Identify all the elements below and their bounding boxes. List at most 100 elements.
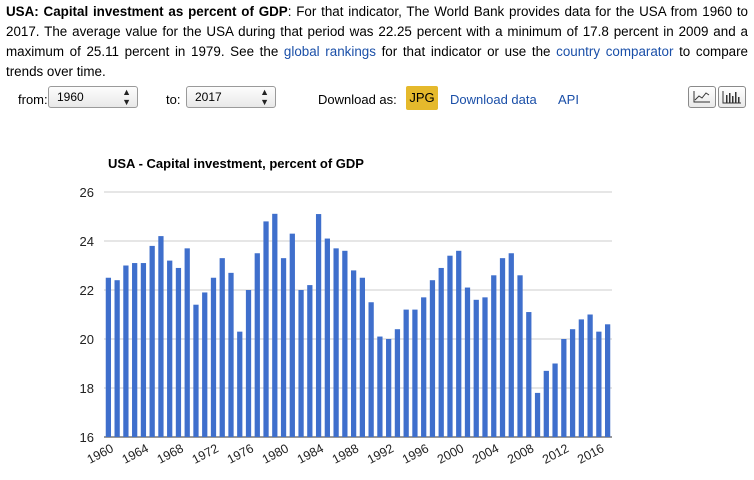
- from-select-value: 1960: [57, 90, 84, 104]
- bar-1960[interactable]: [105, 277, 112, 437]
- bar-2005[interactable]: [499, 258, 506, 437]
- bar-1995[interactable]: [412, 309, 418, 437]
- bar-1997[interactable]: [429, 280, 436, 437]
- bar-1978[interactable]: [263, 221, 269, 437]
- bar-2012[interactable]: [561, 339, 567, 437]
- bar-1992[interactable]: [386, 339, 392, 437]
- x-tick-label: 1988: [330, 441, 361, 466]
- bar-2008[interactable]: [526, 312, 532, 437]
- bar-2011[interactable]: [552, 363, 558, 438]
- bar-2014[interactable]: [578, 319, 584, 437]
- bar-chart-button[interactable]: [718, 86, 746, 108]
- bar-1987[interactable]: [342, 250, 348, 437]
- bar-1967[interactable]: [167, 260, 173, 437]
- bar-1964[interactable]: [140, 263, 147, 437]
- x-tick-label: 1972: [190, 441, 221, 466]
- bar-1969[interactable]: [184, 248, 190, 437]
- bar-1980[interactable]: [280, 258, 287, 437]
- select-arrows-icon: ▲ ▼: [260, 87, 269, 107]
- bar-1981[interactable]: [289, 233, 295, 437]
- x-tick-label: 1980: [260, 441, 291, 466]
- bar-2010[interactable]: [543, 370, 549, 437]
- download-data-link[interactable]: Download data: [450, 92, 537, 107]
- bar-2017[interactable]: [604, 324, 611, 437]
- bar-2016[interactable]: [596, 331, 602, 437]
- to-select-value: 2017: [195, 90, 222, 104]
- intro-text-2: for that indicator or use the: [375, 44, 557, 59]
- bar-1970[interactable]: [193, 304, 199, 437]
- bar-1990[interactable]: [368, 302, 374, 437]
- bar-2001[interactable]: [464, 287, 471, 437]
- x-tick-label: 2000: [435, 441, 466, 466]
- bar-2002[interactable]: [473, 299, 479, 437]
- x-tick-label: 2016: [575, 441, 606, 466]
- select-arrows-icon: ▲ ▼: [122, 87, 131, 107]
- bar-1962[interactable]: [123, 265, 129, 438]
- jpg-button[interactable]: JPG: [406, 86, 438, 110]
- bar-1996[interactable]: [421, 297, 427, 437]
- bar-2015[interactable]: [587, 314, 593, 438]
- x-tick-label: 2004: [470, 441, 501, 466]
- bar-1976[interactable]: [245, 290, 252, 437]
- bar-1961[interactable]: [114, 280, 120, 437]
- bar-1985[interactable]: [324, 238, 330, 437]
- bar-2009[interactable]: [534, 392, 541, 437]
- bar-1991[interactable]: [377, 336, 383, 437]
- bar-1973[interactable]: [219, 258, 225, 437]
- bar-1986[interactable]: [333, 248, 339, 437]
- intro-text-3: to compare trends over time.: [6, 44, 748, 79]
- x-tick-label: 1992: [365, 441, 396, 466]
- bar-1982[interactable]: [298, 290, 304, 437]
- bar-chart-icon: [722, 91, 741, 104]
- bar-2013[interactable]: [569, 329, 576, 437]
- bar-1977[interactable]: [254, 253, 260, 437]
- global-rankings-link[interactable]: global rankings: [283, 44, 376, 59]
- bar-2000[interactable]: [456, 250, 462, 437]
- bar-1971[interactable]: [202, 292, 208, 437]
- bar-2007[interactable]: [517, 275, 523, 437]
- bar-1968[interactable]: [175, 267, 182, 437]
- bar-1983[interactable]: [307, 285, 313, 437]
- x-tick-label: 1984: [295, 441, 326, 466]
- x-tick-label: 1996: [400, 441, 431, 466]
- y-tick-label: 24: [80, 234, 94, 249]
- bar-1993[interactable]: [394, 329, 401, 437]
- y-tick-label: 20: [80, 332, 94, 347]
- download-as-label: Download as:: [318, 92, 397, 107]
- x-tick-label: 1964: [120, 441, 151, 466]
- bar-1963[interactable]: [132, 263, 138, 437]
- bar-1988[interactable]: [350, 270, 357, 437]
- bar-1994[interactable]: [403, 309, 409, 437]
- intro-paragraph: USA: Capital investment as percent of GD…: [6, 2, 748, 82]
- line-chart-button[interactable]: [688, 86, 716, 108]
- bar-1984[interactable]: [315, 214, 322, 437]
- x-tick-label: 2012: [540, 441, 571, 466]
- bar-1998[interactable]: [438, 267, 444, 437]
- bar-1975[interactable]: [237, 331, 243, 437]
- x-tick-label: 1960: [85, 441, 116, 466]
- bar-1999[interactable]: [447, 255, 453, 437]
- bar-2003[interactable]: [482, 297, 488, 437]
- bar-2006[interactable]: [508, 253, 514, 437]
- intro-heading: USA: Capital investment as percent of GD…: [6, 4, 288, 19]
- x-tick-label: 1968: [155, 441, 186, 466]
- y-tick-label: 26: [80, 185, 94, 200]
- x-tick-label: 2008: [505, 441, 536, 466]
- y-tick-label: 18: [80, 381, 94, 396]
- from-label: from:: [18, 92, 48, 107]
- from-select[interactable]: 1960 ▲ ▼: [48, 86, 138, 108]
- bar-2004[interactable]: [491, 275, 497, 437]
- controls-bar: from: 1960 ▲ ▼ to: 2017 ▲ ▼ Download as: J…: [0, 86, 754, 112]
- to-label: to:: [166, 92, 181, 107]
- bar-1979[interactable]: [272, 213, 278, 437]
- bar-1972[interactable]: [210, 277, 217, 437]
- x-tick-label: 1976: [225, 441, 256, 466]
- to-select[interactable]: 2017 ▲ ▼: [186, 86, 276, 108]
- country-comparator-link[interactable]: country comparator: [556, 44, 674, 59]
- bar-1966[interactable]: [158, 236, 164, 437]
- bar-1989[interactable]: [359, 277, 366, 437]
- bar-1965[interactable]: [149, 245, 155, 437]
- api-link[interactable]: API: [558, 92, 579, 107]
- bar-1974[interactable]: [228, 272, 234, 437]
